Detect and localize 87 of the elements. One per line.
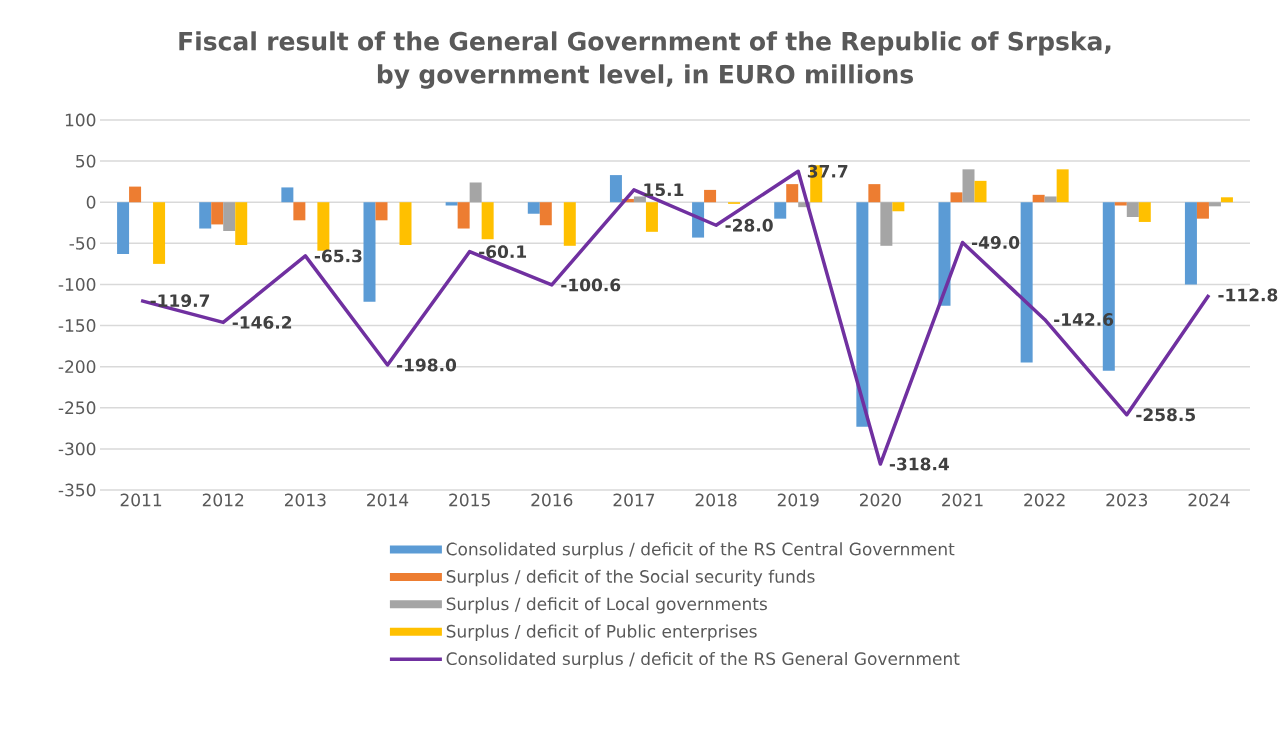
x-tick-label: 2016 (531, 493, 573, 507)
bar (1056, 169, 1069, 203)
bar (375, 202, 388, 221)
y-tick-label: -350 (58, 483, 96, 497)
bar (117, 202, 130, 255)
bar (481, 202, 494, 240)
data-label: 15.1 (644, 183, 684, 197)
x-tick-label: 2017 (613, 493, 655, 507)
bar (1208, 202, 1221, 207)
bar (1138, 202, 1151, 222)
x-tick-label: 2015 (449, 493, 490, 507)
bar (153, 202, 166, 264)
bar (645, 202, 658, 232)
data-label: -100.6 (561, 278, 621, 292)
y-tick-label: 100 (65, 113, 96, 127)
bar (1196, 202, 1209, 219)
bar (235, 202, 248, 245)
bar (457, 202, 470, 229)
bar (950, 192, 963, 203)
data-label: -119.7 (150, 294, 210, 308)
bar (609, 175, 622, 203)
data-label: -28.0 (725, 218, 773, 232)
bar (892, 202, 905, 212)
bar (974, 180, 987, 203)
bar (880, 202, 893, 246)
legend-label: Consolidated surplus / deficit of the RS General Government (446, 651, 960, 669)
data-label: -49.0 (971, 236, 1020, 249)
chart-title: Fiscal result of the General Government of the Republic of Srpska, by government level, in EURO millions (179, 31, 1111, 89)
bar (1220, 197, 1233, 203)
data-label: -112.8 (1218, 288, 1278, 302)
legend-label: Surplus / deficit of Public enterprises (446, 624, 757, 641)
bar (1114, 202, 1127, 206)
bar (293, 202, 306, 221)
bar (786, 184, 799, 203)
y-tick-label: -100 (58, 278, 96, 291)
bar (317, 202, 330, 251)
data-label: -60.1 (479, 245, 527, 259)
x-tick-label: 2018 (695, 493, 737, 507)
x-tick-label: 2023 (1106, 493, 1148, 507)
bar (363, 202, 376, 302)
legend-label: Consolidated surplus / deficit of the RS Central Government (446, 542, 955, 559)
bar (445, 202, 458, 206)
bar (704, 189, 717, 203)
bar (1020, 202, 1033, 363)
y-tick-label: -300 (58, 442, 96, 456)
bar (962, 169, 975, 203)
bar (539, 202, 552, 226)
data-label: -318.4 (889, 457, 949, 471)
bar (633, 196, 646, 203)
bar (1126, 202, 1139, 218)
legend-label: Surplus / deficit of the Social security funds (446, 569, 815, 587)
bar (774, 202, 787, 219)
x-tick-label: 2014 (367, 493, 409, 507)
x-tick-label: 2011 (120, 493, 162, 507)
y-tick-label: 0 (86, 195, 96, 209)
x-tick-label: 2012 (202, 493, 244, 507)
data-label: -146.2 (232, 316, 292, 329)
data-label: -65.3 (314, 249, 362, 263)
y-tick-label: -200 (58, 360, 96, 374)
bar (527, 202, 540, 214)
bar (399, 202, 412, 245)
bar (868, 184, 881, 203)
bar (1184, 202, 1197, 285)
bar (1032, 194, 1045, 203)
data-label: -258.5 (1136, 408, 1195, 422)
x-tick-label: 2019 (777, 493, 819, 507)
legend-label: Surplus / deficit of Local governments (446, 597, 767, 614)
bar (211, 202, 224, 225)
x-tick-label: 2024 (1188, 493, 1230, 507)
bar (129, 186, 142, 203)
x-tick-label: 2020 (859, 493, 901, 507)
bar (281, 187, 294, 203)
x-tick-label: 2013 (284, 493, 326, 507)
bar (469, 182, 482, 203)
y-tick-label: -50 (69, 236, 96, 250)
bar (856, 202, 869, 427)
bar (223, 202, 236, 231)
bar (938, 202, 951, 306)
bar (563, 202, 576, 246)
y-tick-label: -250 (58, 401, 96, 415)
y-tick-label: -150 (58, 319, 96, 332)
data-label: -198.0 (396, 358, 457, 372)
bar (199, 202, 212, 229)
x-tick-label: 2022 (1024, 493, 1065, 507)
x-tick-label: 2021 (942, 493, 983, 507)
bar (1044, 196, 1057, 203)
y-tick-label: 50 (76, 154, 96, 168)
